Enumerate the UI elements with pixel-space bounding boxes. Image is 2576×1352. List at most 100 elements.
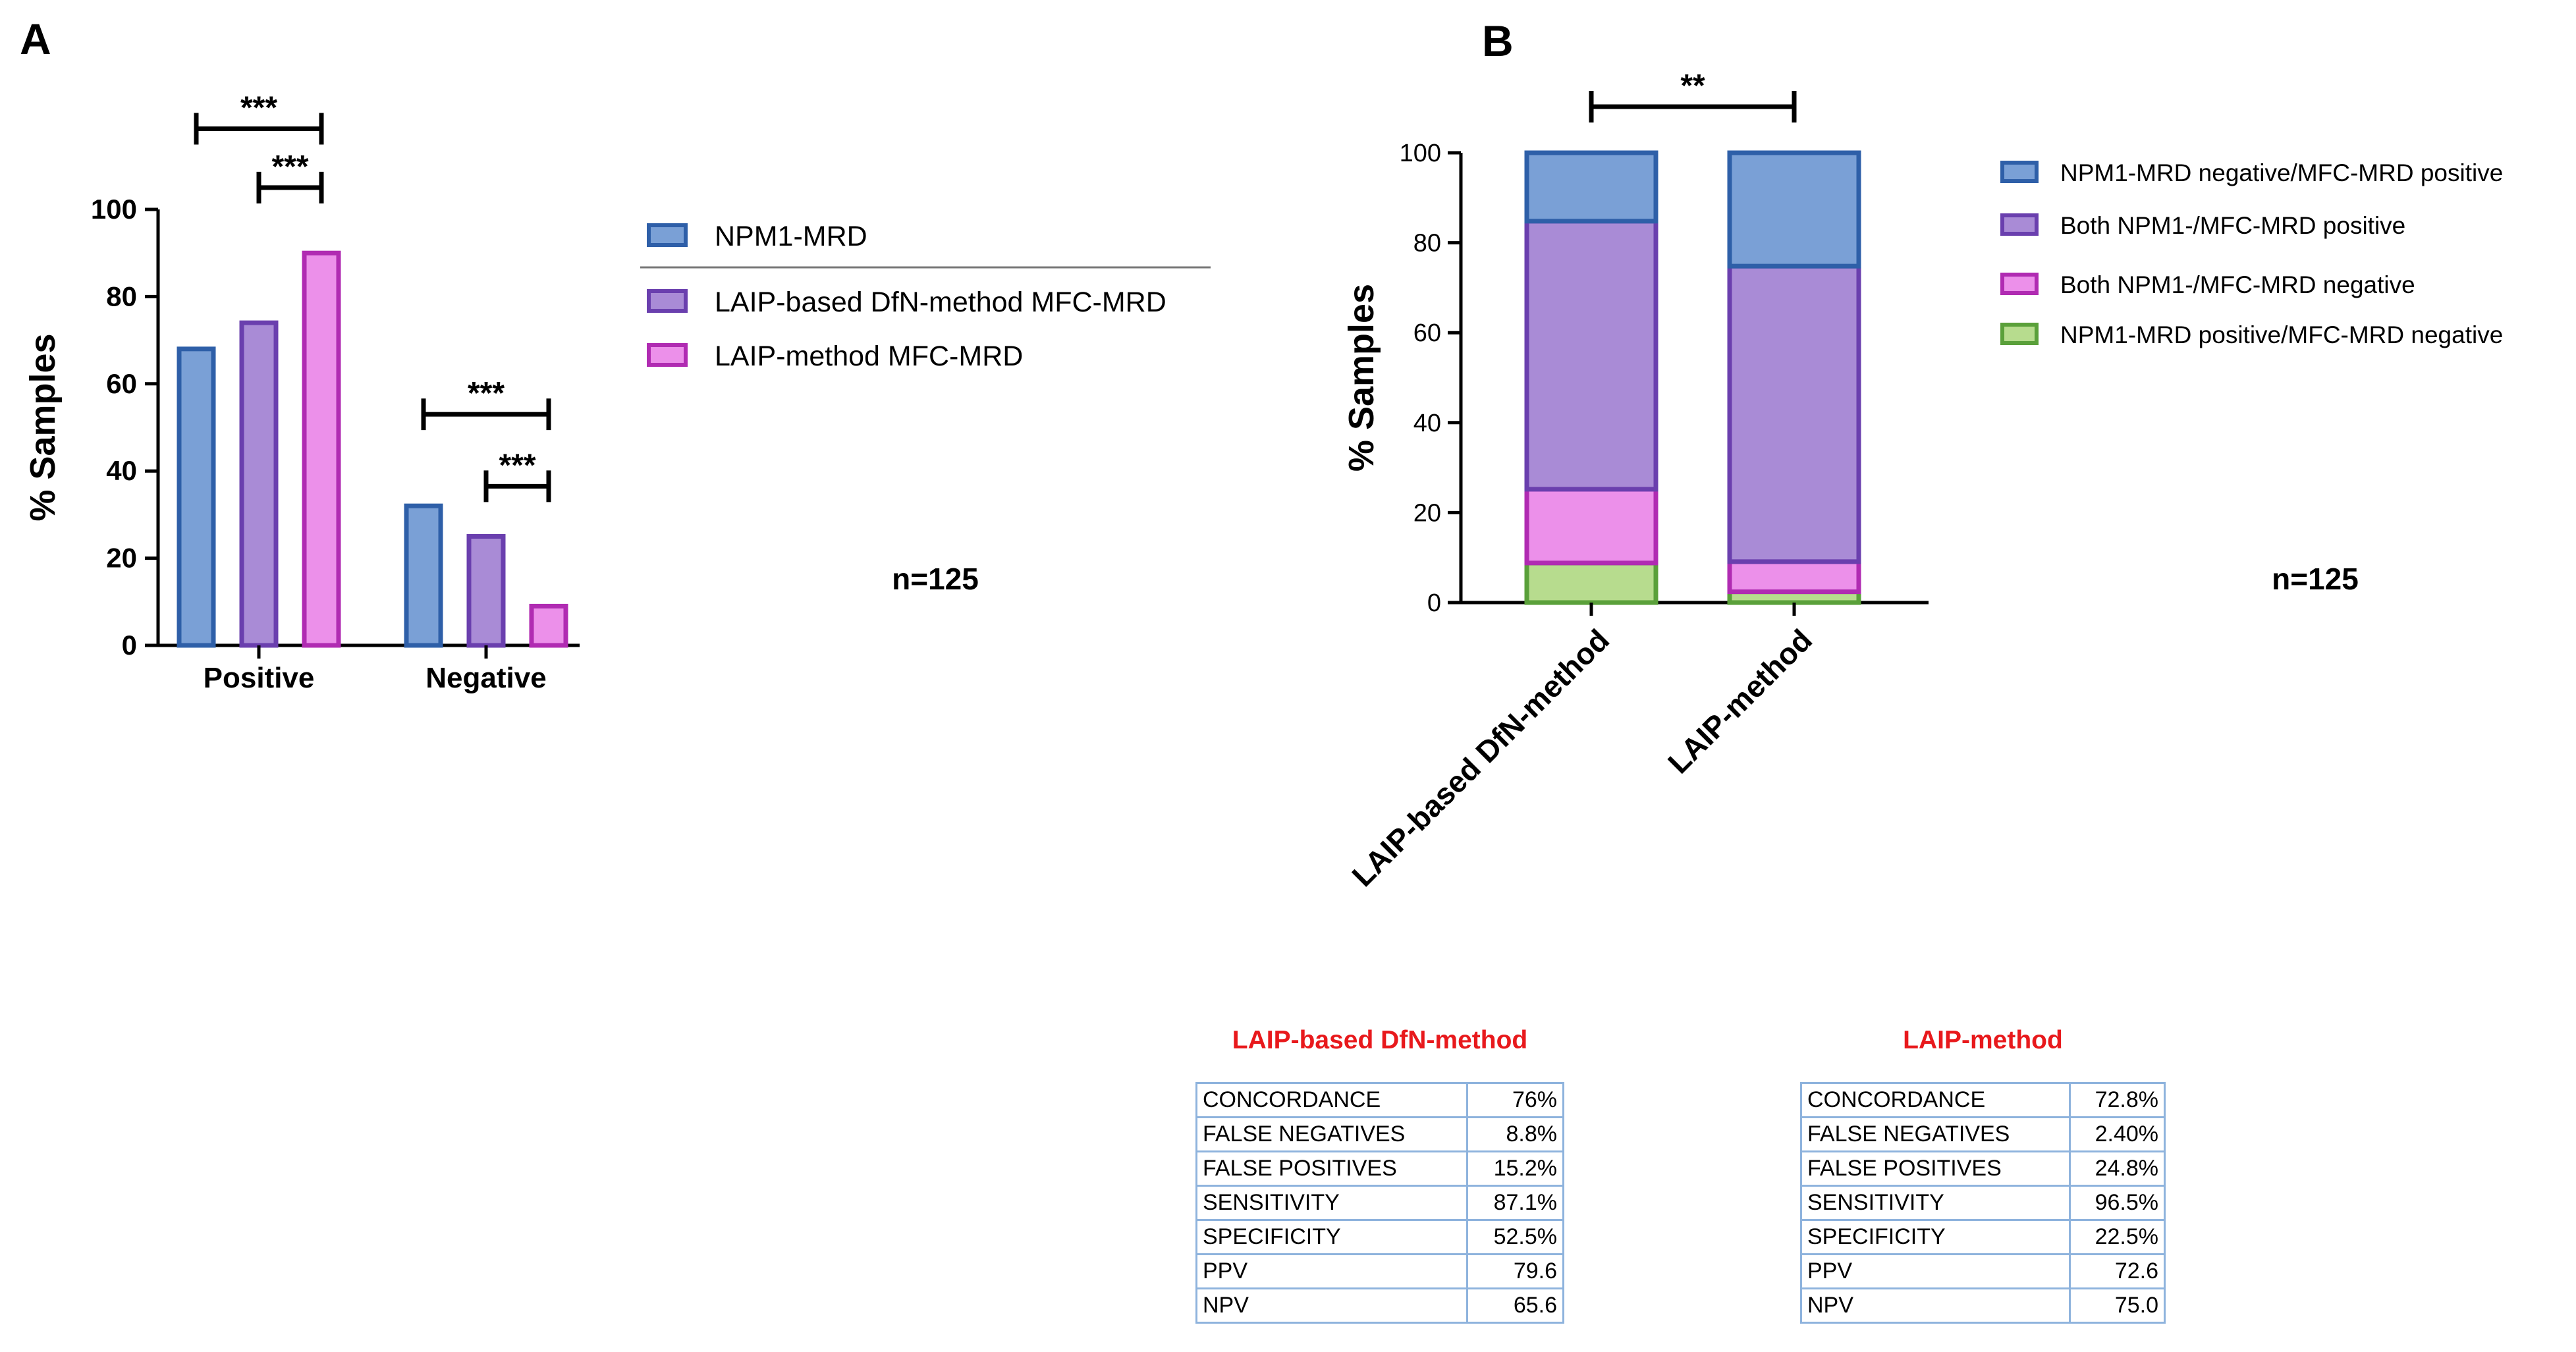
- metric-label: FALSE POSITIVES: [1195, 1150, 1469, 1187]
- panel-b-legend-swatch: [2000, 323, 2039, 345]
- metric-label: CONCORDANCE: [1195, 1082, 1469, 1118]
- panel-a-bar: [466, 534, 506, 648]
- panel-b-legend-swatch: [2000, 213, 2039, 236]
- panel-b-stacked-segment: [1524, 560, 1658, 605]
- panel-b-legend-swatch: [2000, 273, 2039, 295]
- metric-value: 52.5%: [1466, 1219, 1564, 1255]
- metric-value: 2.40%: [2068, 1116, 2166, 1152]
- metric-label: FALSE NEGATIVES: [1195, 1116, 1469, 1152]
- panel-a-bar: [529, 603, 568, 648]
- table-row: FALSE POSITIVES 24.8%: [1800, 1150, 2166, 1187]
- panel-a-bar: [177, 346, 216, 648]
- panel-a-significance-bracket-label: ***: [499, 448, 535, 483]
- metric-label: FALSE NEGATIVES: [1800, 1116, 2071, 1152]
- metric-value: 24.8%: [2068, 1150, 2166, 1187]
- panel-b-stacked-segment: [1524, 150, 1658, 224]
- panel-b-label: B: [1482, 16, 1514, 65]
- panel-b-x-tick-label: LAIP-method: [1661, 622, 1819, 780]
- metrics-table-dfn: CONCORDANCE 76% FALSE NEGATIVES 8.8% FALSE…: [1195, 1082, 1564, 1324]
- panel-a-legend-swatch: [647, 289, 688, 313]
- panel-b-annotation: n=125: [2272, 562, 2359, 596]
- panel-b-y-tick-label: 40: [1413, 410, 1441, 437]
- metrics-table-laip: CONCORDANCE 72.8% FALSE NEGATIVES 2.40% FA…: [1800, 1082, 2166, 1324]
- panel-b-y-tick-label: 60: [1413, 319, 1441, 347]
- table-row: PPV 79.6: [1195, 1253, 1564, 1289]
- metric-value: 22.5%: [2068, 1219, 2166, 1255]
- metric-value: 79.6: [1466, 1253, 1564, 1289]
- table-row: SPECIFICITY 22.5%: [1800, 1219, 2166, 1255]
- panel-b-legend-label: NPM1-MRD negative/MFC-MRD positive: [2060, 159, 2503, 186]
- panel-a-y-tick-label: 100: [91, 194, 137, 225]
- panel-b-y-tick-label: 20: [1413, 499, 1441, 527]
- metric-value: 87.1%: [1466, 1185, 1564, 1221]
- panel-a-bar: [239, 320, 279, 648]
- panel-a-legend-label: LAIP-method MFC-MRD: [715, 340, 1023, 372]
- metric-value: 75.0: [2068, 1287, 2166, 1324]
- table-row: CONCORDANCE 76%: [1195, 1082, 1564, 1118]
- metric-label: SENSITIVITY: [1195, 1185, 1469, 1221]
- metric-label: SPECIFICITY: [1800, 1219, 2071, 1255]
- table-title-laip: LAIP-method: [1903, 1026, 2063, 1054]
- panel-b-stacked-segment: [1727, 150, 1861, 269]
- panel-b-significance-bracket-label: **: [1680, 68, 1705, 103]
- panel-b-stacked-segment: [1727, 559, 1861, 595]
- metric-label: SENSITIVITY: [1800, 1185, 2071, 1221]
- metric-label: CONCORDANCE: [1800, 1082, 2071, 1118]
- panel-b-y-tick-label: 100: [1400, 140, 1441, 167]
- table-row: PPV 72.6: [1800, 1253, 2166, 1289]
- panel-a-bar: [302, 250, 341, 648]
- panel-b-y-tick-label: 0: [1427, 589, 1441, 617]
- panel-a-x-tick-label: Negative: [425, 662, 546, 694]
- panel-a-legend-label: LAIP-based DfN-method MFC-MRD: [715, 286, 1166, 318]
- panel-a-x-tick-label: Positive: [204, 662, 315, 694]
- table-row: SENSITIVITY 87.1%: [1195, 1185, 1564, 1221]
- panel-a-y-tick-label: 40: [106, 455, 137, 486]
- table-title-dfn: LAIP-based DfN-method: [1232, 1026, 1528, 1054]
- metric-label: FALSE POSITIVES: [1800, 1150, 2071, 1187]
- panel-b-stacked-segment: [1727, 263, 1861, 564]
- metric-label: PPV: [1195, 1253, 1469, 1289]
- panel-a-y-tick-label: 0: [122, 630, 137, 661]
- table-row: FALSE NEGATIVES 8.8%: [1195, 1116, 1564, 1152]
- metric-value: 15.2%: [1466, 1150, 1564, 1187]
- panel-b-y-axis-label: % Samples: [1342, 284, 1381, 472]
- panel-a-annotation: n=125: [892, 562, 979, 596]
- panel-a-y-axis-label: % Samples: [23, 333, 63, 521]
- panel-a-bar: [404, 503, 443, 648]
- metric-value: 8.8%: [1466, 1116, 1564, 1152]
- panel-a-significance-bracket-label: ***: [271, 149, 308, 184]
- panel-b-stacked-segment: [1524, 219, 1658, 492]
- metric-value: 76%: [1466, 1082, 1564, 1118]
- panel-a-y-tick-label: 60: [106, 368, 137, 399]
- panel-a-y-tick-label: 80: [106, 281, 137, 311]
- table-row: FALSE POSITIVES 15.2%: [1195, 1150, 1564, 1187]
- table-row: NPV 65.6: [1195, 1287, 1564, 1324]
- table-row: FALSE NEGATIVES 2.40%: [1800, 1116, 2166, 1152]
- table-row: NPV 75.0: [1800, 1287, 2166, 1324]
- metric-label: NPV: [1800, 1287, 2071, 1324]
- metric-value: 65.6: [1466, 1287, 1564, 1324]
- metric-label: PPV: [1800, 1253, 2071, 1289]
- panel-b-y-tick-label: 80: [1413, 230, 1441, 257]
- panel-b-legend-label: NPM1-MRD positive/MFC-MRD negative: [2060, 321, 2503, 348]
- panel-a-legend-label: NPM1-MRD: [715, 221, 867, 252]
- panel-a-legend-swatch: [647, 343, 688, 367]
- panel-a-legend-swatch: [647, 223, 688, 247]
- panel-a-label: A: [20, 14, 51, 63]
- table-row: SENSITIVITY 96.5%: [1800, 1185, 2166, 1221]
- panel-b-legend-swatch: [2000, 161, 2039, 183]
- panel-b-stacked-segment: [1524, 487, 1658, 566]
- panel-a-significance-bracket-label: ***: [468, 376, 505, 411]
- panel-b-legend-label: Both NPM1-/MFC-MRD negative: [2060, 271, 2415, 298]
- panel-b-x-tick-label: LAIP-based DfN-method: [1345, 622, 1616, 893]
- panel-a-significance-bracket-label: ***: [240, 91, 277, 126]
- metric-label: NPV: [1195, 1287, 1469, 1324]
- panel-b-legend-label: Both NPM1-/MFC-MRD positive: [2060, 212, 2405, 239]
- panel-a-y-tick-label: 20: [106, 543, 137, 574]
- metric-value: 72.6: [2068, 1253, 2166, 1289]
- table-row: SPECIFICITY 52.5%: [1195, 1219, 1564, 1255]
- metric-value: 72.8%: [2068, 1082, 2166, 1118]
- metric-value: 96.5%: [2068, 1185, 2166, 1221]
- table-row: CONCORDANCE 72.8%: [1800, 1082, 2166, 1118]
